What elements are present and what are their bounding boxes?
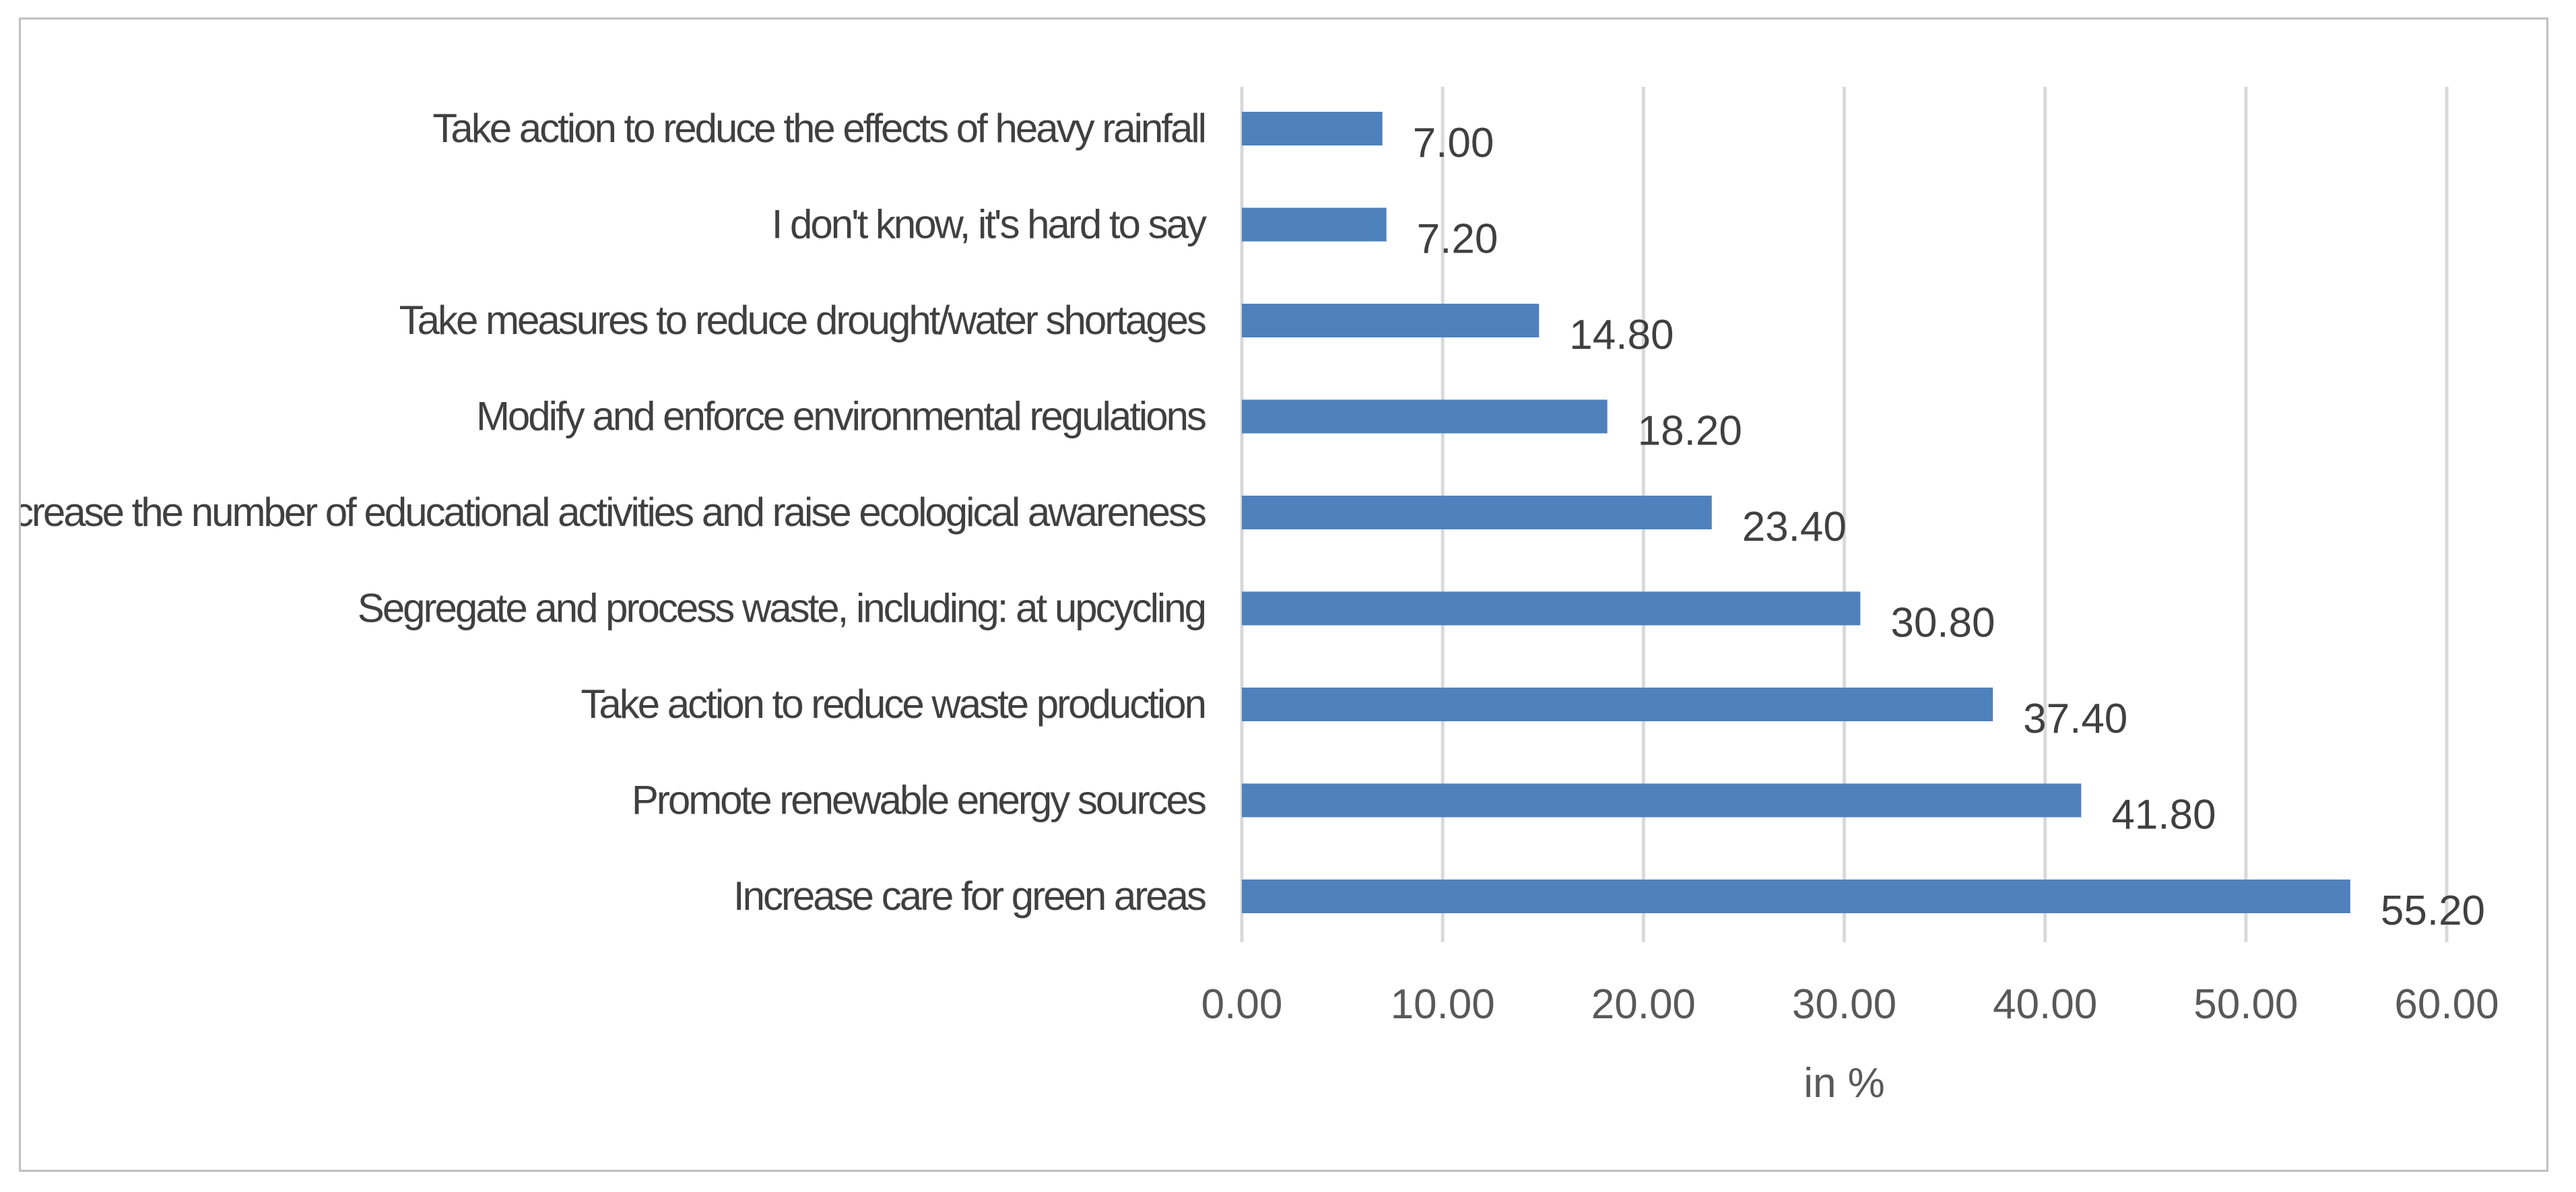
x-tick-label: 30.00 [1792,981,1896,1028]
bar [1242,207,1387,242]
bar [1242,112,1383,145]
category-label: Take action to reduce the effects of hea… [432,106,1205,151]
bar [1242,783,2082,818]
category-label: Modify and enforce environmental regulat… [476,394,1206,439]
bar [1242,880,2350,913]
category-label: Increase care for green areas [733,873,1206,919]
category-labels: Take action to reduce the effects of hea… [21,106,1209,919]
category-label: I don't know, it's hard to say [772,202,1207,247]
x-tick-label: 0.00 [1201,981,1283,1028]
x-axis-title: in % [1804,1060,1885,1106]
x-tick-label: 50.00 [2193,981,2298,1028]
value-labels: 7.00 7.20 14.80 18.20 23.40 30.80 37.40 41.80 55… [1413,120,2485,934]
bar [1242,304,1540,337]
bar [1242,591,1861,626]
x-tick-label: 60.00 [2394,981,2499,1028]
bar-chart: Take action to reduce the effects of hea… [21,87,2499,1106]
x-axis-ticks: 0.00 10.00 20.00 30.00 40.00 50.00 60.00 [1201,981,2499,1028]
bars [1242,112,2350,913]
bar [1242,688,1993,721]
category-label: Segregate and process waste, including: … [358,586,1205,631]
bar [1242,399,1608,434]
category-label: Promote renewable energy sources [632,778,1206,823]
category-label: Take action to reduce waste production [581,682,1205,727]
data-label: 37.40 [2023,696,2127,742]
bar [1242,496,1712,529]
data-label: 55.20 [2381,888,2485,934]
data-label: 7.20 [1417,216,1498,263]
data-label: 30.80 [1890,600,1995,647]
x-tick-label: 20.00 [1591,981,1696,1028]
data-label: 41.80 [2111,792,2216,838]
x-tick-label: 10.00 [1391,981,1495,1028]
category-label: Take measures to reduce drought/water sh… [399,298,1206,343]
x-tick-label: 40.00 [1993,981,2097,1028]
data-label: 14.80 [1569,312,1674,358]
category-label: Increase the number of educational activ… [21,490,1206,535]
data-label: 18.20 [1638,408,1742,455]
data-label: 7.00 [1413,120,1494,166]
data-label: 23.40 [1742,504,1847,550]
chart-frame: Take action to reduce the effects of hea… [19,18,2548,1172]
